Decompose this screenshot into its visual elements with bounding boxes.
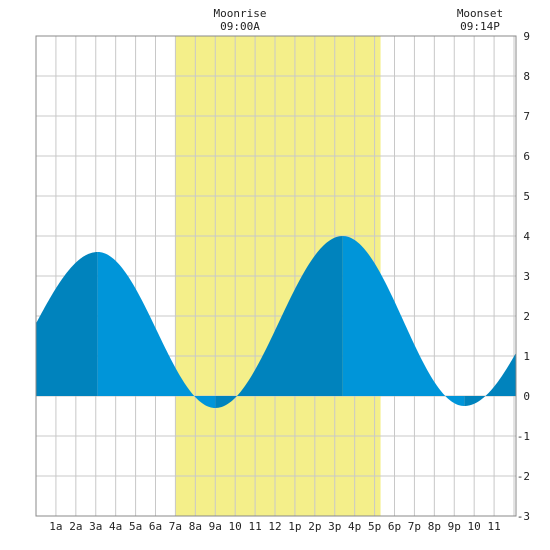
tide-falling-segment xyxy=(342,236,465,406)
tide-rising-segment xyxy=(215,236,343,408)
x-tick-label: 5a xyxy=(129,520,142,533)
moonset-time: 09:14P xyxy=(460,20,500,33)
y-tick-label: 2 xyxy=(523,310,530,323)
x-tick-label: 2a xyxy=(69,520,82,533)
x-tick-label: 1p xyxy=(288,520,301,533)
x-tick-label: 9p xyxy=(448,520,461,533)
x-tick-label: 10 xyxy=(468,520,481,533)
x-tick-label: 11 xyxy=(487,520,500,533)
moonset-label-block: Moonset 09:14P xyxy=(430,7,530,33)
x-tick-label: 2p xyxy=(308,520,321,533)
y-tick-label: -2 xyxy=(517,470,530,483)
y-tick-label: 3 xyxy=(523,270,530,283)
x-tick-label: 4a xyxy=(109,520,122,533)
tide-rising-segment xyxy=(464,352,516,406)
y-tick-label: 8 xyxy=(523,70,530,83)
x-tick-label: 5p xyxy=(368,520,381,533)
x-tick-label: 3p xyxy=(328,520,341,533)
x-tick-label: 1a xyxy=(49,520,62,533)
y-tick-label: 9 xyxy=(523,30,530,43)
x-tick-label: 9a xyxy=(209,520,222,533)
tide-falling-segment xyxy=(97,252,216,408)
y-tick-label: -3 xyxy=(517,510,530,523)
x-tick-label: 7p xyxy=(408,520,421,533)
tide-rising-segment xyxy=(36,252,98,396)
x-tick-label: 4p xyxy=(348,520,361,533)
y-tick-label: 0 xyxy=(523,390,530,403)
x-tick-label: 6a xyxy=(149,520,162,533)
moonset-label: Moonset xyxy=(456,7,504,20)
y-tick-label: 1 xyxy=(523,350,530,363)
plot-frame xyxy=(35,35,517,517)
x-tick-label: 10 xyxy=(229,520,242,533)
y-tick-label: 7 xyxy=(523,110,530,123)
x-tick-label: 6p xyxy=(388,520,401,533)
y-tick-label: 6 xyxy=(523,150,530,163)
moonrise-time: 09:00A xyxy=(220,20,260,33)
y-tick-label: 5 xyxy=(523,190,530,203)
x-tick-label: 8p xyxy=(428,520,441,533)
x-tick-label: 3a xyxy=(89,520,102,533)
moonrise-label-block: Moonrise 09:00A xyxy=(190,7,290,33)
y-tick-label: -1 xyxy=(517,430,530,443)
moonrise-label: Moonrise xyxy=(213,7,267,20)
x-tick-label: 7a xyxy=(169,520,182,533)
x-tick-label: 8a xyxy=(189,520,202,533)
x-tick-label: 11 xyxy=(248,520,261,533)
y-tick-label: 4 xyxy=(523,230,530,243)
x-tick-label: 12 xyxy=(268,520,281,533)
